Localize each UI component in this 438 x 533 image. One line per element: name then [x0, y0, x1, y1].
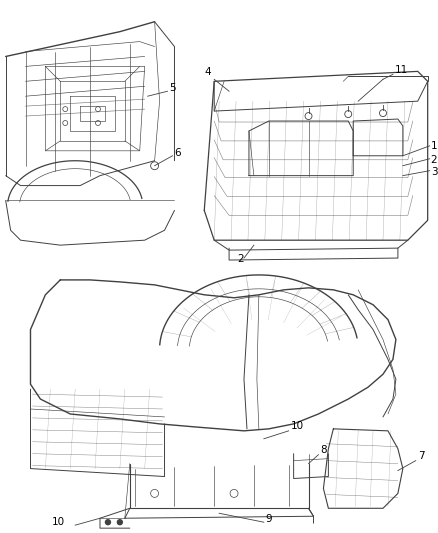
Circle shape — [106, 520, 110, 524]
Text: 11: 11 — [395, 66, 408, 75]
Text: 6: 6 — [174, 148, 181, 158]
Text: 2: 2 — [237, 254, 244, 264]
Text: 10: 10 — [291, 421, 304, 431]
Text: 3: 3 — [431, 167, 437, 176]
Text: 7: 7 — [418, 450, 424, 461]
Text: 9: 9 — [266, 514, 272, 524]
Text: 10: 10 — [52, 517, 65, 527]
Text: 2: 2 — [431, 155, 437, 165]
Text: 5: 5 — [170, 83, 176, 93]
Text: 1: 1 — [431, 141, 437, 151]
Text: 4: 4 — [204, 67, 211, 77]
Text: 8: 8 — [321, 445, 327, 455]
Circle shape — [117, 520, 122, 524]
